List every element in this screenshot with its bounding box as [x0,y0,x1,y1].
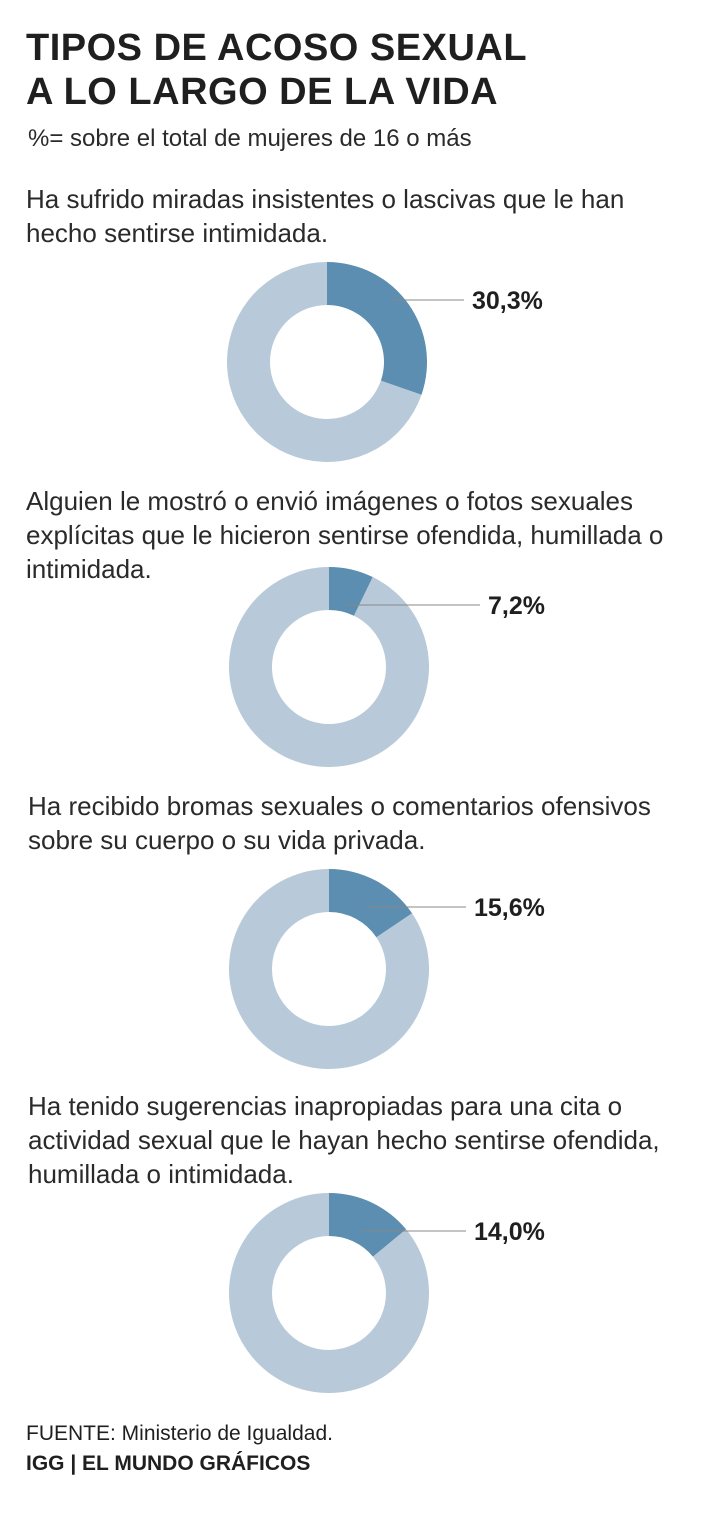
percentage-label: 30,3% [472,287,543,315]
donut-value-slice [329,1193,407,1257]
question-1: Ha sufrido miradas insistentes o lasciva… [26,184,625,248]
donut-svg-3: 15,6% [229,869,545,1069]
question-4: Ha tenido sugerencias inapropiadas para … [28,1091,660,1189]
donut-remainder-slice [229,567,429,767]
donut-remainder-slice [227,262,422,462]
percentage-label: 14,0% [474,1218,545,1246]
percentage-label: 15,6% [474,894,545,922]
question-3: Ha recibido bromas sexuales o comentario… [28,791,651,855]
page-title: TIPOS DE ACOSO SEXUAL A LO LARGO DE LA V… [26,26,527,114]
question-2: Alguien le mostró o envió imágenes o fot… [26,486,664,584]
donut-chart-2: 7,2% [0,567,720,767]
percentage-label: 7,2% [488,592,545,620]
title-line-2: A LO LARGO DE LA VIDA [26,71,499,113]
donut-chart-4: 14,0% [0,1193,720,1393]
donut-svg-4: 14,0% [229,1193,545,1393]
credit-line: IGG | EL MUNDO GRÁFICOS [26,1452,311,1475]
subtitle: %= sobre el total de mujeres de 16 o más [28,125,472,152]
donut-chart-3: 15,6% [0,869,720,1069]
donut-chart-1: 30,3% [0,262,720,462]
donut-svg-2: 7,2% [229,567,545,767]
donut-value-slice [327,262,427,395]
donut-value-slice [329,869,413,938]
source-note: FUENTE: Ministerio de Igualdad. [26,1422,333,1445]
donut-value-slice [329,567,373,616]
title-line-1: TIPOS DE ACOSO SEXUAL [26,27,528,69]
donut-svg-1: 30,3% [227,262,543,462]
donut-remainder-slice [229,869,429,1069]
donut-remainder-slice [229,1193,429,1393]
